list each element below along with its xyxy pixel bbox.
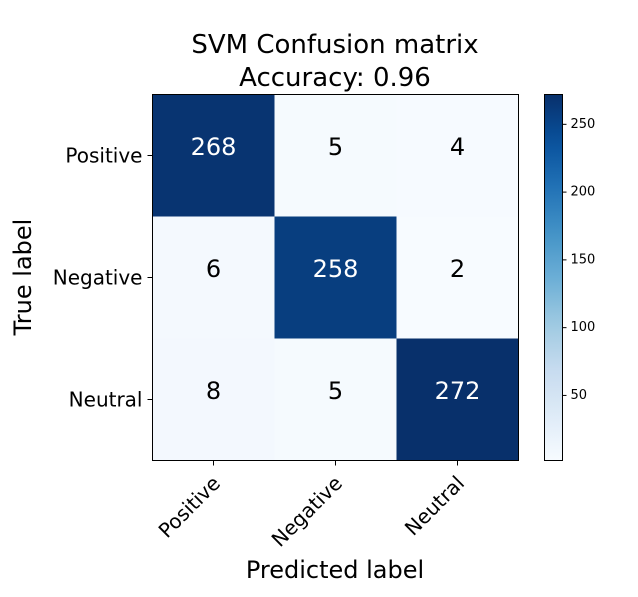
- cell-value-label: 272: [435, 377, 481, 405]
- y-tick-label: Negative: [53, 266, 143, 290]
- cell-value-label: 4: [450, 133, 465, 161]
- chart-title-line-1: SVM Confusion matrix: [191, 30, 478, 60]
- colorbar-tick-label: 200: [571, 185, 596, 200]
- chart-title-line-2: Accuracy: 0.96: [239, 63, 431, 93]
- colorbar: [544, 94, 563, 461]
- colorbar-tick-label: 100: [571, 320, 596, 335]
- heatmap-cell: [396, 94, 519, 217]
- cell-value-label: 6: [206, 255, 221, 283]
- heatmap-cell: [274, 338, 397, 461]
- heatmap-cell: [396, 338, 519, 461]
- heatmap-cells: [152, 94, 519, 461]
- y-axis-ticks: Positive Negative Neutral: [53, 144, 153, 412]
- cell-value-label: 268: [191, 133, 237, 161]
- heatmap-cell: [396, 216, 519, 339]
- heatmap-cell: [152, 216, 275, 339]
- cell-value-label: 8: [206, 377, 221, 405]
- heatmap-cell: [274, 216, 397, 339]
- colorbar-tick-label: 50: [571, 388, 588, 403]
- y-tick-label: Neutral: [69, 388, 143, 412]
- cell-value-label: 258: [313, 255, 359, 283]
- cell-value-label: 5: [328, 377, 343, 405]
- colorbar-tick-label: 250: [571, 117, 596, 132]
- y-axis-label: True label: [9, 219, 37, 337]
- cell-value-label: 5: [328, 133, 343, 161]
- heatmap-cell: [152, 338, 275, 461]
- heatmap-cell-labels: 268 5 4 6 258 2 8 5 272: [191, 133, 481, 405]
- heatmap-cell: [274, 94, 397, 217]
- x-axis-label: Predicted label: [246, 556, 424, 584]
- colorbar-tick-label: 150: [571, 252, 596, 267]
- heatmap-cell: [152, 94, 275, 217]
- y-tick-label: Positive: [65, 144, 142, 168]
- cell-value-label: 2: [450, 255, 465, 283]
- colorbar-ticks: 50 100 150 200 250: [562, 117, 596, 403]
